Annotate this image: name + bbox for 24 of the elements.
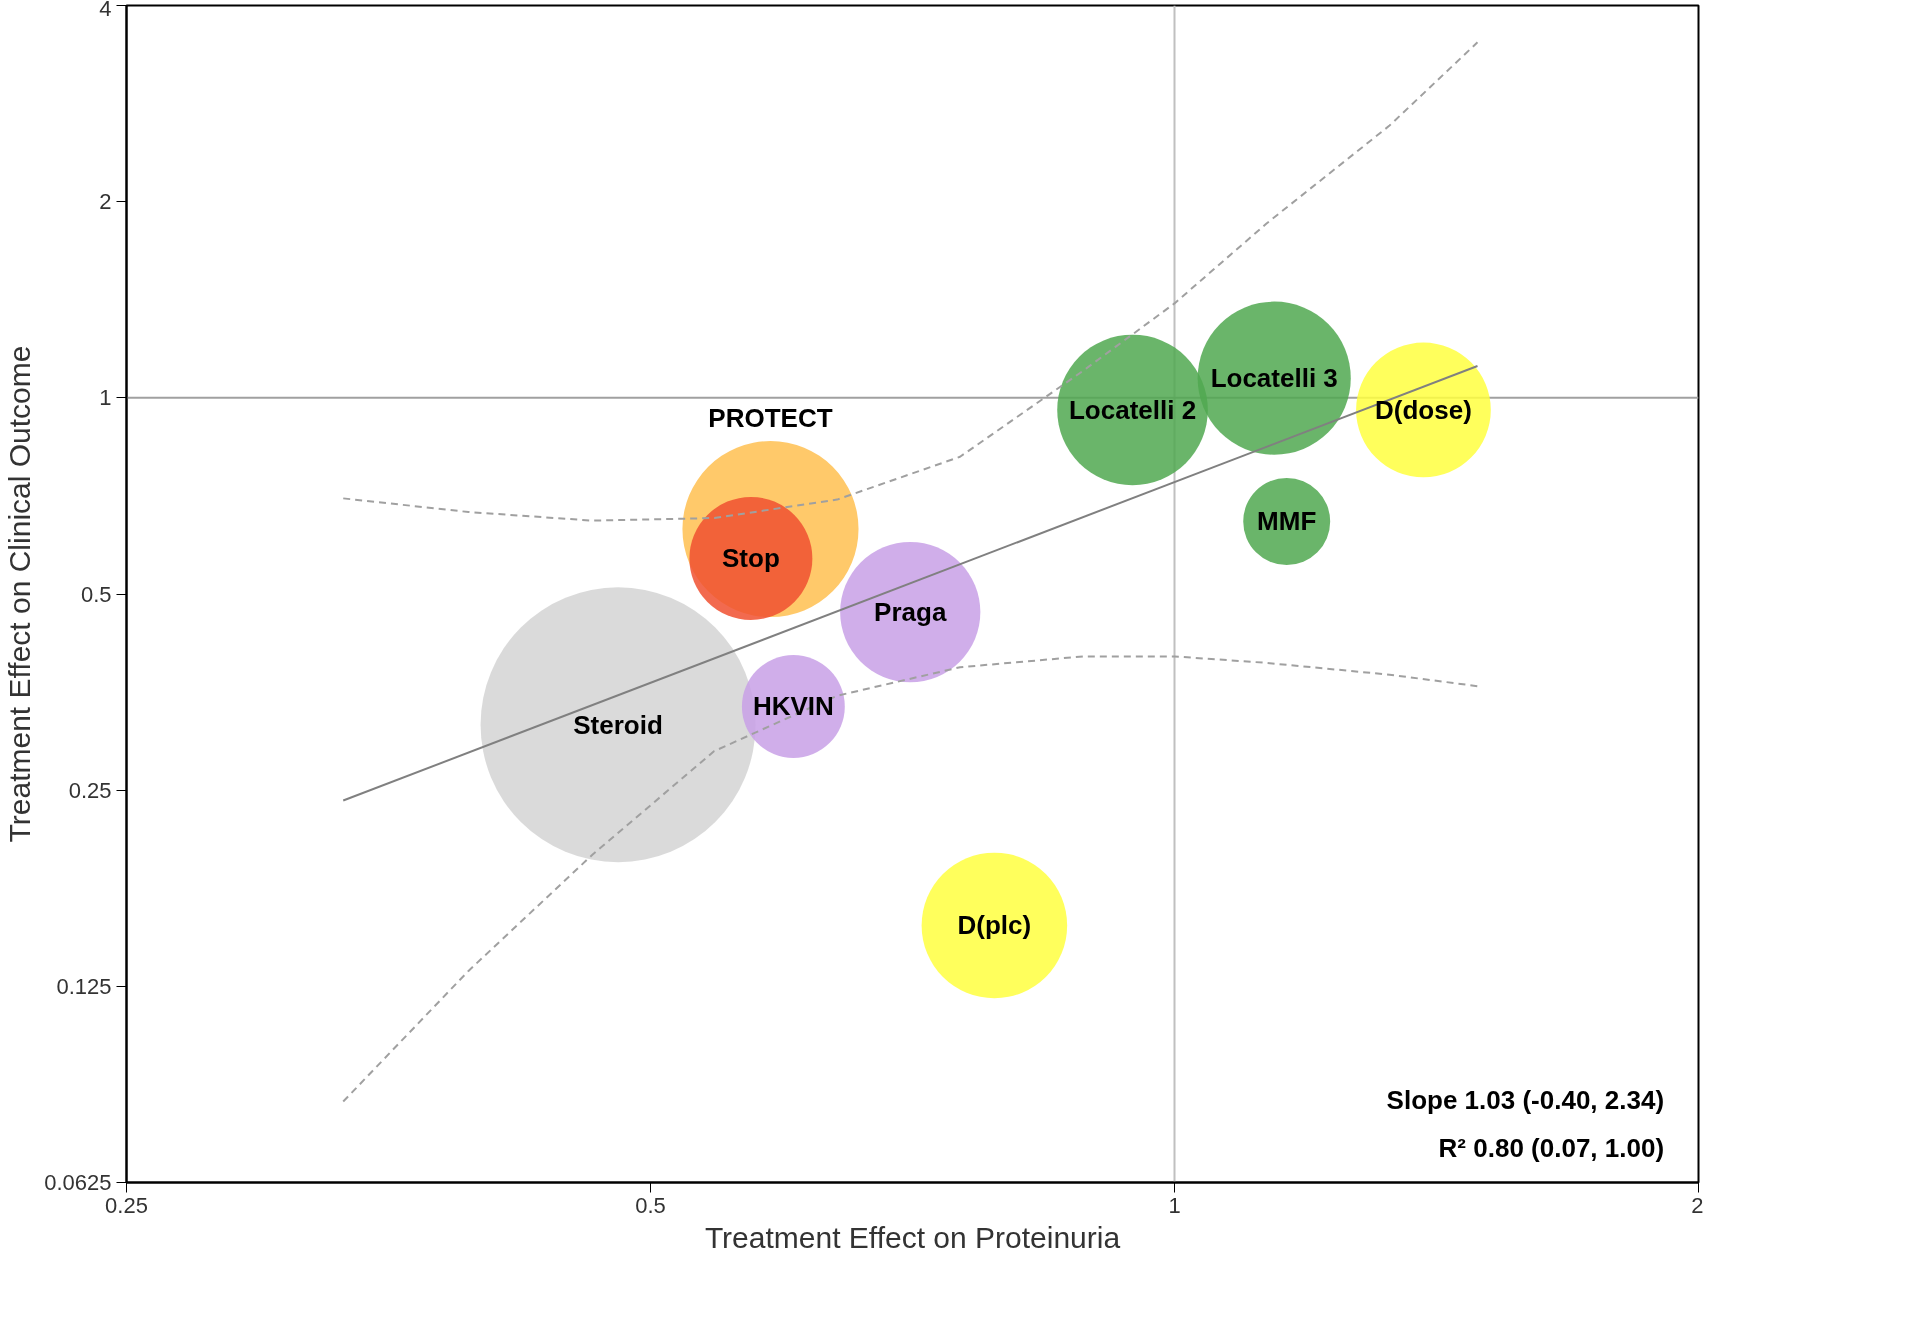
series-label: Locatelli 3: [1210, 363, 1338, 394]
y-tick-label: 0.0625: [44, 1170, 112, 1195]
series-label: HKVIN: [752, 691, 834, 722]
x-tick-label: 0.5: [635, 1192, 666, 1218]
y-tick-label: 2: [99, 189, 112, 215]
y-axis-title: Treatment Effect on Clinical Outcome: [3, 345, 37, 843]
series-label: Steroid: [573, 709, 663, 740]
annotation: Slope 1.03 (-0.40, 2.34): [1386, 1084, 1665, 1115]
series-label: Praga: [874, 597, 947, 628]
series-label: D(plc): [957, 910, 1032, 941]
series-label: PROTECT: [708, 403, 833, 433]
series-label: MMF: [1257, 506, 1317, 537]
annotation: R² 0.80 (0.07, 1.00): [1438, 1132, 1665, 1163]
series-label: Locatelli 2: [1068, 394, 1197, 425]
y-tick-label: 0.125: [56, 973, 112, 999]
y-tick-label: 0.25: [68, 777, 112, 803]
x-axis-title: Treatment Effect on Proteinuria: [704, 1220, 1121, 1254]
series-label: Stop: [722, 543, 780, 574]
y-tick-label: 1: [99, 385, 112, 411]
y-tick-label: 4: [99, 0, 112, 21]
y-tick-label: 0.5: [80, 581, 112, 607]
x-tick-label: 1: [1168, 1192, 1181, 1218]
x-tick-label: 2: [1691, 1192, 1704, 1218]
series-label: D(dose): [1375, 394, 1472, 425]
